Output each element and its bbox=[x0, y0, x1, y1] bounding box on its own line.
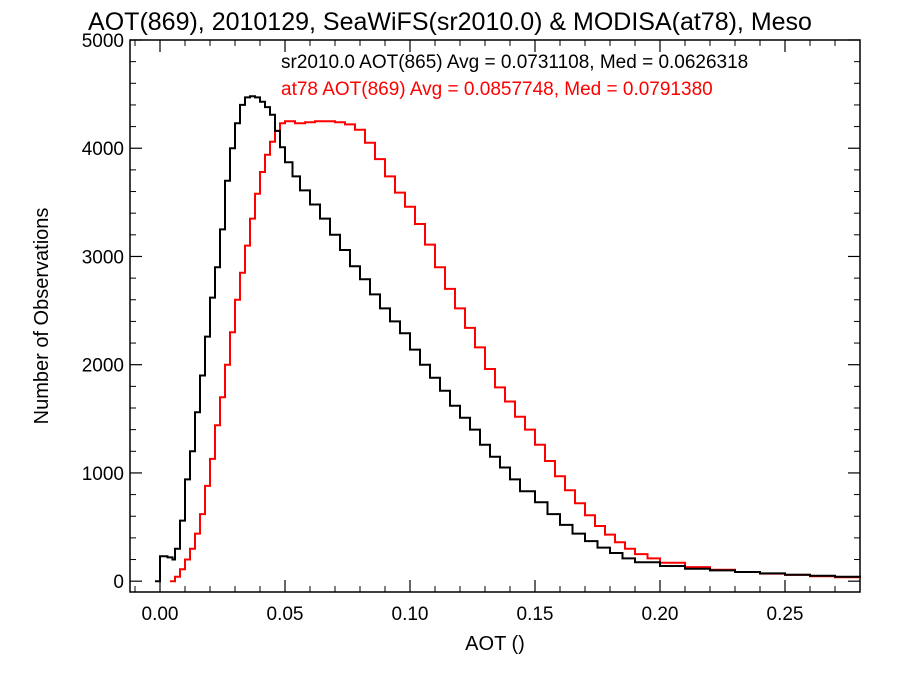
y-tick-label: 1000 bbox=[82, 464, 124, 485]
series-line-at78 bbox=[170, 120, 861, 583]
legend-entry-at78: at78 AOT(869) Avg = 0.0857748, Med = 0.0… bbox=[281, 79, 713, 100]
x-tick-label: 0.00 bbox=[142, 604, 179, 625]
x-axis-ticks: 0.00 0.05 0.10 0.15 0.20 0.25 bbox=[134, 40, 861, 625]
y-tick-label: 0 bbox=[113, 572, 124, 593]
y-axis-label: Number of Observations bbox=[31, 208, 53, 425]
y-tick-label: 5000 bbox=[82, 31, 124, 52]
legend-entry-sr2010: sr2010.0 AOT(865) Avg = 0.0731108, Med =… bbox=[281, 52, 748, 73]
series-layer bbox=[155, 95, 861, 583]
y-tick-label: 2000 bbox=[82, 356, 124, 377]
x-tick-label: 0.10 bbox=[392, 604, 429, 625]
x-tick-label: 0.05 bbox=[267, 604, 304, 625]
x-axis-label: AOT () bbox=[465, 633, 525, 655]
y-tick-label: 3000 bbox=[82, 247, 124, 268]
x-tick-label: 0.25 bbox=[767, 604, 804, 625]
plot-frame bbox=[129, 39, 861, 593]
x-tick-label: 0.15 bbox=[517, 604, 554, 625]
y-axis-ticks: 0 1000 2000 3000 4000 5000 bbox=[82, 31, 860, 593]
y-tick-label: 4000 bbox=[82, 139, 124, 160]
series-line-sr2010 bbox=[155, 95, 861, 583]
chart-title: AOT(869), 2010129, SeaWiFS(sr2010.0) & M… bbox=[88, 8, 812, 36]
x-tick-label: 0.20 bbox=[642, 604, 679, 625]
